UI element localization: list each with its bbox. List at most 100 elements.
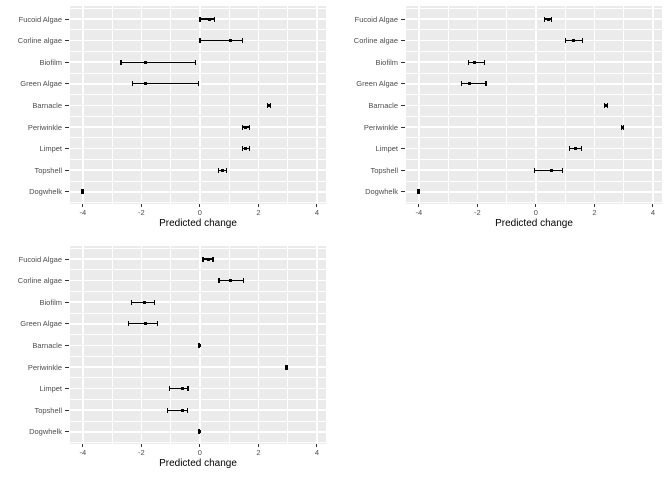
error-bar-cap [243, 278, 245, 284]
category-label: Limpet [39, 384, 62, 394]
error-bar-cap [120, 59, 122, 65]
gridline-minor-h [406, 202, 662, 203]
gridline-minor-h [406, 94, 662, 95]
y-axis-tick [401, 40, 405, 42]
gridline-minor-h [70, 377, 326, 379]
data-point [467, 82, 471, 86]
gridline-major-h [70, 279, 326, 282]
error-bar-cap [217, 167, 219, 173]
error-bar-line [199, 18, 215, 20]
error-bar-cap [561, 167, 563, 173]
gridline-major-h [70, 366, 326, 368]
y-axis-tick [401, 18, 405, 20]
gridline-minor-h [70, 94, 326, 95]
category-label: Barnacle [32, 100, 62, 110]
gridline-minor-h [406, 51, 662, 52]
gridline-major-h [70, 191, 326, 193]
category-label: Green Algae [356, 79, 398, 89]
gridline-major-h [70, 169, 326, 171]
category-label: Corline algae [17, 36, 62, 46]
gridline-major-h [406, 147, 662, 150]
x-axis-tick [476, 204, 478, 207]
error-bar-cap [485, 81, 487, 87]
data-point [144, 60, 148, 64]
error-bar-cap [468, 59, 470, 65]
chart-top-right: Fucoid Algae Corline algae Biofilm Green Al… [336, 0, 672, 240]
y-axis-tick [65, 40, 69, 42]
data-point [220, 168, 224, 172]
y-axis-tick [401, 83, 405, 85]
gridline-minor-h [70, 247, 326, 249]
error-bar-cap [218, 278, 220, 284]
x-axis-tick [593, 204, 595, 207]
error-bar-cap [533, 167, 536, 173]
gridline-minor-h [406, 180, 662, 182]
error-bar-cap [241, 38, 243, 44]
error-bar-cap [225, 167, 227, 173]
gridline-minor-h [70, 159, 326, 160]
y-axis-tick [401, 191, 405, 193]
gridline-minor-h [70, 312, 326, 314]
data-point [604, 103, 608, 107]
category-label: Dogwhelk [29, 187, 62, 197]
data-point [620, 125, 624, 129]
gridline-minor-h [406, 159, 662, 160]
category-label: Periwinkle [363, 122, 398, 132]
x-tick-label: -4 [415, 208, 423, 217]
y-axis-tick [401, 148, 405, 150]
gridline-minor-h [70, 29, 326, 31]
category-label: Biofilm [39, 297, 62, 307]
gridline-minor-h [70, 399, 326, 400]
error-bar-cap [564, 38, 566, 44]
data-point [81, 190, 85, 194]
data-point [229, 279, 233, 283]
data-point [180, 408, 184, 412]
x-tick-label: 4 [314, 208, 319, 217]
x-axis-title: Predicted change [159, 458, 237, 469]
error-bar-line [120, 61, 196, 63]
plot-panel [70, 6, 326, 204]
y-axis-tick [65, 366, 69, 368]
y-axis-tick [65, 126, 69, 128]
error-bar-cap [186, 407, 189, 413]
error-bar-cap [168, 386, 170, 392]
x-tick-label: -2 [474, 208, 481, 217]
error-bar-line [534, 169, 563, 171]
error-bar-line [169, 388, 189, 390]
y-axis-tick [65, 104, 69, 106]
data-point [197, 343, 201, 347]
y-axis-tick [65, 148, 69, 150]
gridline-major-h [406, 104, 662, 107]
gridline-minor-h [70, 442, 326, 443]
y-axis-tick [65, 61, 69, 63]
x-axis-tick [316, 204, 318, 207]
category-label: Fucoid Algae [18, 14, 62, 24]
x-tick-label: 2 [256, 448, 261, 457]
data-point [206, 257, 210, 261]
category-label: Periwinkle [27, 362, 62, 372]
error-bar-cap [156, 321, 158, 327]
gridline-major-h [70, 147, 326, 150]
gridline-major-h [70, 126, 326, 128]
category-label: Barnacle [368, 100, 398, 110]
data-point [180, 387, 184, 391]
error-bar-line [131, 301, 155, 303]
gridline-minor-h [70, 137, 326, 139]
y-axis-tick [401, 169, 405, 171]
x-tick-label: 4 [314, 448, 319, 457]
data-point [574, 147, 578, 151]
error-bar-cap [460, 81, 462, 87]
x-tick-label: -4 [79, 448, 87, 457]
gridline-major-h [70, 104, 326, 107]
gridline-major-h [406, 39, 662, 42]
error-bar-cap [199, 38, 201, 44]
x-axis-tick [535, 204, 537, 207]
gridline-major-h [70, 387, 326, 390]
error-bar-cap [582, 38, 584, 44]
error-bar-cap [127, 321, 129, 327]
x-axis-tick [140, 204, 142, 207]
gridline-minor-h [406, 72, 662, 74]
error-bar-line [132, 83, 199, 85]
error-bar-cap [202, 256, 204, 262]
